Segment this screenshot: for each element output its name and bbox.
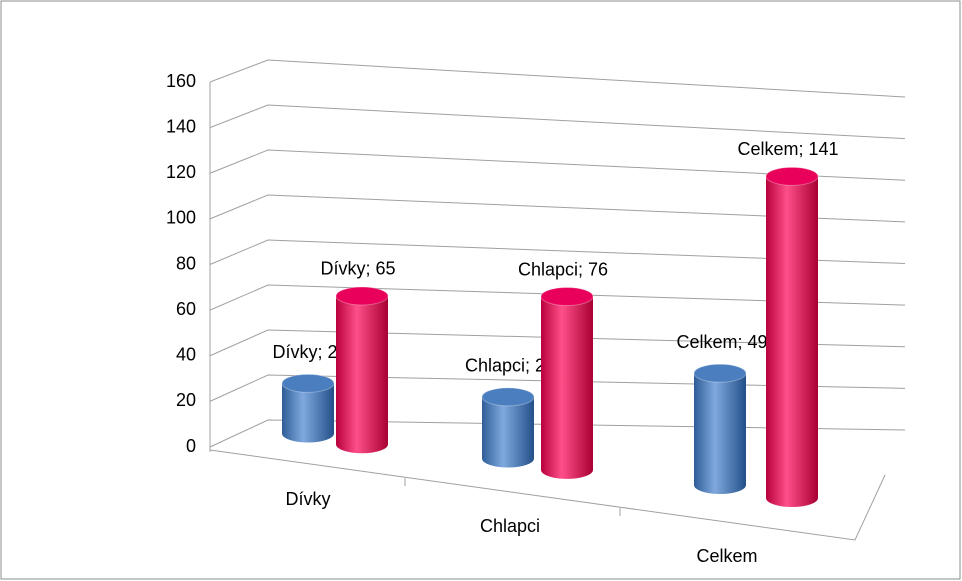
floor [209,449,886,541]
grid-line [209,284,906,311]
y-tick-label: 60 [176,299,196,319]
y-tick-label: 120 [166,162,196,182]
x-tick-label: Celkem [696,546,757,566]
grid-line [209,329,906,357]
y-tick-label: 100 [166,208,196,228]
cylinder [765,166,819,507]
grid-line [209,104,906,140]
cylinder-part [765,166,819,186]
x-tick-label: Chlapci [480,516,540,536]
grid-line [209,419,906,448]
cylinder-part [281,373,335,393]
data-label: Chlapci; 76 [518,259,608,279]
cylinder-part [335,286,389,306]
cylinder [481,387,535,468]
cylinder [693,363,747,494]
data-label: Celkem; 49 [676,332,767,352]
y-tick-label: 140 [166,116,196,136]
x-tick-label: Dívky [286,489,331,509]
data-label: Dívky; 22 [272,342,347,362]
cylinder-part [481,387,535,407]
data-label: Dívky; 65 [320,259,395,279]
y-tick-label: 160 [166,71,196,91]
y-tick-label: 40 [176,345,196,365]
cylinder-part [540,287,594,306]
data-label: Celkem; 141 [737,139,838,159]
y-tick-label: 80 [176,253,196,273]
grid-line [209,149,906,181]
grid-line [209,374,906,402]
cylinder-part [694,373,746,494]
grid-line [209,239,906,265]
cylinder-part [282,383,334,443]
cylinder-part [336,295,388,454]
cylinder [335,286,389,454]
cylinder [540,287,594,479]
cylinder-part [482,396,534,468]
cylinder-part [766,176,818,507]
cylinder [281,373,335,443]
grid-line [209,194,906,223]
y-tick-label: 20 [176,390,196,410]
cylinder-part [541,296,593,479]
grid-line [209,59,906,98]
data-label: Chlapci; 27 [465,356,555,376]
cylinder-part [693,363,747,383]
y-tick-label: 0 [186,436,196,456]
